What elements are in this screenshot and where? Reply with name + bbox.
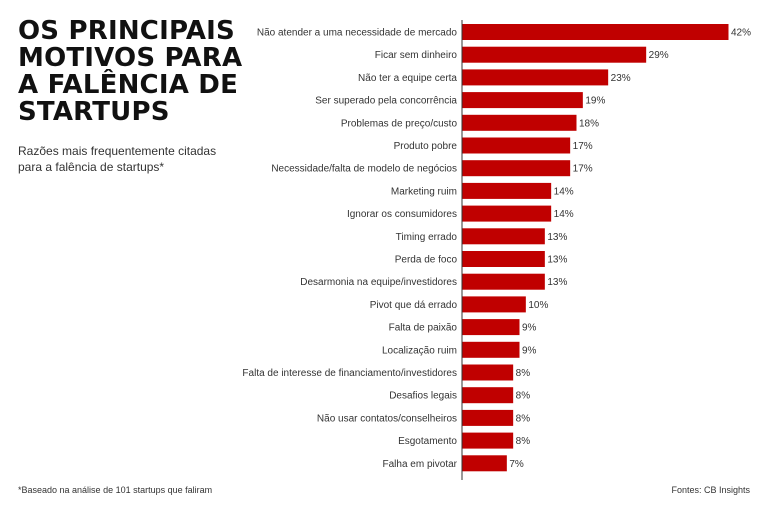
- value-label: 8%: [516, 391, 531, 402]
- bar: [462, 228, 545, 245]
- bar: [462, 273, 545, 290]
- category-label: Marketing ruim: [391, 186, 457, 197]
- category-label: Desafios legais: [389, 391, 457, 402]
- category-label: Falha em pivotar: [383, 459, 458, 470]
- source-credit: Fontes: CB Insights: [671, 485, 750, 495]
- value-label: 8%: [516, 413, 531, 424]
- category-label: Não ter a equipe certa: [358, 73, 457, 84]
- category-label: Localização ruim: [382, 345, 457, 356]
- category-label: Pivot que dá errado: [370, 300, 458, 311]
- category-label: Não atender a uma necessidade de mercado: [257, 28, 458, 39]
- value-label: 13%: [547, 277, 567, 288]
- bar: [462, 92, 583, 109]
- bar: [462, 409, 514, 426]
- bar: [462, 455, 507, 472]
- category-label: Esgotamento: [398, 436, 457, 447]
- value-label: 23%: [611, 73, 631, 84]
- category-label: Ficar sem dinheiro: [375, 50, 458, 61]
- value-label: 8%: [516, 368, 531, 379]
- footnote: *Baseado na análise de 101 startups que …: [18, 485, 213, 495]
- bar: [462, 160, 571, 177]
- value-label: 9%: [522, 345, 537, 356]
- category-label: Timing errado: [396, 232, 458, 243]
- bar: [462, 137, 571, 154]
- value-label: 8%: [516, 436, 531, 447]
- value-label: 14%: [554, 186, 574, 197]
- category-label: Desarmonia na equipe/investidores: [300, 277, 457, 288]
- value-label: 9%: [522, 323, 537, 334]
- bars-group: Não atender a uma necessidade de mercado…: [242, 24, 751, 472]
- bar: [462, 296, 526, 313]
- category-label: Produto pobre: [394, 141, 458, 152]
- value-label: 13%: [547, 255, 567, 266]
- chart-title: OS PRINCIPAIS MOTIVOS PARA A FALÊNCIA DE…: [18, 16, 243, 127]
- bar: [462, 341, 520, 358]
- bar: [462, 432, 514, 449]
- bar: [462, 46, 647, 63]
- bar: [462, 251, 545, 267]
- category-label: Necessidade/falta de modelo de negócios: [271, 164, 457, 175]
- value-label: 13%: [547, 232, 567, 243]
- chart-subtitle: Razões mais frequentemente citadas para …: [18, 144, 217, 174]
- bar: [462, 364, 514, 381]
- category-label: Ser superado pela concorrência: [315, 96, 457, 107]
- bar: [462, 205, 552, 222]
- value-label: 17%: [573, 164, 593, 175]
- value-label: 14%: [554, 209, 574, 220]
- bar: [462, 114, 577, 131]
- bar: [462, 319, 520, 336]
- value-label: 29%: [649, 50, 669, 61]
- category-label: Não usar contatos/conselheiros: [317, 413, 457, 424]
- category-label: Falta de interesse de financiamento/inve…: [242, 368, 457, 379]
- category-label: Problemas de preço/custo: [341, 118, 458, 129]
- value-label: 19%: [585, 96, 605, 107]
- bar: [462, 182, 552, 199]
- value-label: 10%: [528, 300, 548, 311]
- value-label: 7%: [509, 459, 524, 470]
- category-label: Ignorar os consumidores: [347, 209, 457, 220]
- bar: [462, 387, 514, 404]
- value-label: 17%: [573, 141, 593, 152]
- category-label: Falta de paixão: [389, 323, 458, 334]
- value-label: 18%: [579, 118, 599, 129]
- bar: [462, 24, 729, 40]
- category-label: Perda de foco: [395, 255, 458, 266]
- bar: [462, 69, 609, 86]
- value-label: 42%: [731, 28, 751, 39]
